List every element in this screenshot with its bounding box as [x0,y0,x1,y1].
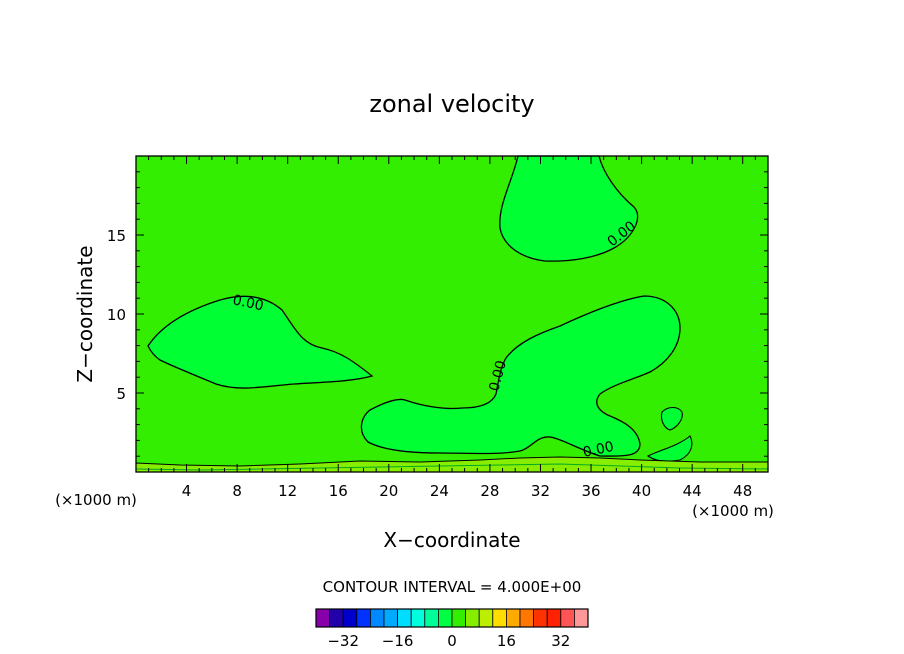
y-tick-label: 5 [116,385,126,403]
x-axis-ticks: 4 8 12 16 20 24 28 32 36 40 44 48 [148,156,756,500]
x-tick-label: 20 [379,482,398,500]
x-tick-label: 32 [531,482,550,500]
colorbar-swatch [369,608,385,628]
x-tick-label: 28 [480,482,499,500]
y-axis-label: Z−coordinate [73,245,97,382]
x-tick-label: 8 [232,482,242,500]
x-tick-label: 36 [581,482,600,500]
contour-region-upper [499,155,639,262]
contour-region-left [147,295,374,389]
colorbar-tick-label: 16 [497,632,516,650]
colorbar-swatch [383,608,399,628]
colorbar-swatch [397,608,412,628]
colorbar-swatch [342,608,358,628]
x-tick-label: 12 [278,482,297,500]
colorbar-swatch [424,608,439,628]
x-tick-label: 48 [733,482,752,500]
colorbar-swatch [356,608,371,628]
x-unit-left: (×1000 m) [55,491,137,509]
y-axis-ticks: 5 10 15 [107,171,768,457]
y-tick-label: 10 [107,306,126,324]
colorbar-swatch [533,608,548,628]
contour-region-lower [360,295,681,457]
colorbar-swatch [492,608,507,628]
colorbar-swatch [478,608,494,628]
colorbar-swatch [410,608,426,628]
colorbar-tick-label: 0 [447,632,457,650]
x-tick-label: 24 [430,482,449,500]
contour-region-small-a [660,406,683,431]
contour-label: 0.00 [486,359,510,393]
colorbar-tick-label: −32 [327,632,359,650]
colorbar-tick-label: −16 [382,632,414,650]
colorbar-tick-label: 32 [551,632,570,650]
colorbar [315,608,589,628]
contour-label: 0.00 [582,439,616,461]
colorbar-swatch [519,608,535,628]
colorbar-swatch [329,608,344,628]
colorbar-swatch [465,608,480,628]
x-axis-label: X−coordinate [383,528,520,552]
x-tick-label: 40 [632,482,651,500]
x-unit-right: (×1000 m) [692,502,774,520]
colorbar-swatch [437,608,453,628]
colorbar-swatch [505,608,521,628]
surface-contour [135,463,769,471]
contour-interval-text: CONTOUR INTERVAL = 4.000E+00 [323,578,582,596]
colorbar-frame [315,608,589,628]
contour-label: 0.00 [231,292,265,314]
x-tick-label: 16 [329,482,348,500]
x-tick-label: 4 [182,482,192,500]
x-tick-label: 44 [683,482,702,500]
colorbar-swatch [451,608,467,628]
y-tick-label: 15 [107,227,126,245]
colorbar-swatch [574,608,589,628]
colorbar-labels: −32 −16 0 16 32 [327,632,570,650]
plot-area: 0.00 0.00 0.00 0.00 4 8 12 16 20 24 28 32 36 40 44… [107,155,769,500]
colorbar-swatch [560,608,575,628]
colorbar-swatch [315,608,331,628]
colorbar-swatch [546,608,562,628]
chart-title: zonal velocity [369,90,534,118]
